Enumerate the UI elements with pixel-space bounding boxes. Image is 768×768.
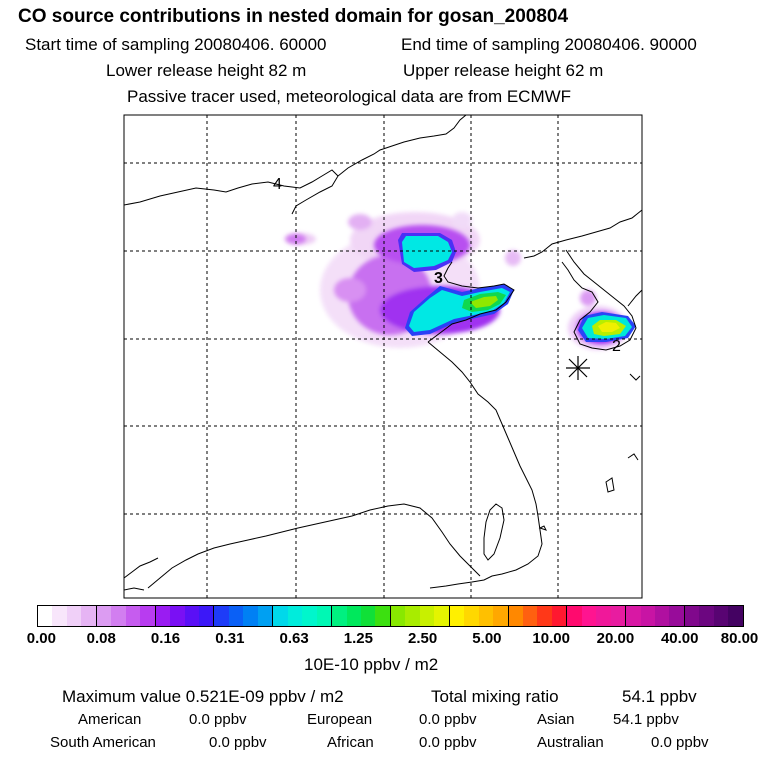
colorbar-tick-label: 0.31: [215, 630, 245, 647]
colorbar-unit-label: 10E-10 ppbv / m2: [304, 655, 439, 674]
map-frame: [123, 114, 643, 599]
colorbar-tick-label: 0.63: [279, 630, 309, 647]
colorbar-swatch: [581, 606, 597, 626]
colorbar-swatch: [66, 606, 82, 626]
total-mixing-ratio-label: Total mixing ratio: [431, 687, 559, 706]
region-australian-name: Australian: [537, 734, 604, 751]
region-label-2: 2: [612, 338, 621, 355]
lower-release-height: Lower release height 82 m: [106, 61, 307, 80]
lat-lon-grid: [124, 115, 642, 598]
colorbar-swatch: [228, 606, 244, 626]
colorbar-swatch: [596, 606, 611, 626]
receptor-marker-icon: [566, 356, 590, 380]
upper-release-height: Upper release height 62 m: [403, 61, 604, 80]
colorbar-swatch: [390, 606, 406, 626]
colorbar-swatch: [96, 606, 112, 626]
colorbar-swatch: [610, 606, 627, 626]
region-african-value: 0.0 ppbv: [419, 734, 477, 751]
colorbar-swatch: [626, 606, 641, 626]
colorbar-swatch: [699, 606, 714, 626]
colorbar-swatch: [198, 606, 215, 626]
colorbar-swatch: [449, 606, 465, 626]
colorbar-swatch: [567, 606, 582, 626]
region-label-4: 4: [273, 176, 282, 193]
region-australian-value: 0.0 ppbv: [651, 734, 709, 751]
coastlines: [124, 115, 642, 591]
region-south-american-name: South American: [50, 734, 156, 751]
colorbar-swatch: [273, 606, 288, 626]
colorbar-swatch: [111, 606, 126, 626]
end-time-label: End time of sampling 20080406. 90000: [401, 35, 697, 54]
colorbar-swatch: [713, 606, 729, 626]
colorbar-swatch: [360, 606, 376, 626]
colorbar-swatch: [493, 606, 509, 626]
colorbar-ticks: 0.00 0.08 0.16 0.31 0.63 1.25 2.50 5.00 10.00 20.…: [0, 630, 768, 650]
colorbar-tick-label: 0.00: [26, 630, 56, 647]
colorbar-swatch: [346, 606, 361, 626]
colorbar-tick-label: 1.25: [343, 630, 373, 647]
colorbar-swatch: [257, 606, 274, 626]
start-time-label: Start time of sampling 20080406. 60000: [25, 35, 327, 54]
max-value-label: Maximum value 0.521E-09 ppbv / m2: [62, 687, 344, 706]
region-south-american-value: 0.0 ppbv: [209, 734, 267, 751]
colorbar-swatch: [728, 606, 743, 626]
colorbar-swatch: [522, 606, 538, 626]
colorbar-swatch: [214, 606, 229, 626]
region-american-name: American: [78, 711, 142, 728]
colorbar-swatch: [464, 606, 479, 626]
plot-title: CO source contributions in nested domain…: [18, 6, 569, 27]
region-european-value: 0.0 ppbv: [419, 711, 477, 728]
colorbar-swatch: [170, 606, 185, 626]
colorbar-swatch: [434, 606, 450, 626]
colorbar-swatch: [419, 606, 435, 626]
colorbar-tick-label: 0.16: [150, 630, 181, 647]
colorbar-tick-label: 40.00: [660, 630, 699, 647]
colorbar-tick-label: 80.00: [720, 630, 759, 647]
colorbar-swatch: [332, 606, 347, 626]
colorbar-tick-label: 2.50: [408, 630, 438, 647]
colorbar-swatch: [640, 606, 656, 626]
colorbar-swatch: [287, 606, 303, 626]
colorbar-swatch: [655, 606, 670, 626]
colorbar-tick-label: 10.00: [532, 630, 570, 647]
region-asian-name: Asian: [537, 711, 575, 728]
region-african-name: African: [327, 734, 374, 751]
region-label-3: 3: [434, 270, 443, 287]
colorbar-swatch: [184, 606, 199, 626]
colorbar-swatch: [38, 606, 53, 626]
colorbar-tick-label: 5.00: [472, 630, 502, 647]
region-european-name: European: [307, 711, 373, 728]
colorbar-swatch: [302, 606, 317, 626]
colorbar-swatch: [155, 606, 171, 626]
region-asian-value: 54.1 ppbv: [613, 711, 679, 728]
colorbar-swatch: [125, 606, 141, 626]
colorbar-swatch: [316, 606, 333, 626]
colorbar: [37, 605, 744, 627]
map-area: [124, 115, 642, 598]
colorbar-swatch: [478, 606, 494, 626]
colorbar-tick-label: 20.00: [596, 630, 635, 647]
colorbar-swatch: [81, 606, 97, 626]
region-american-value: 0.0 ppbv: [189, 711, 247, 728]
colorbar-swatch: [375, 606, 391, 626]
total-mixing-ratio-value: 54.1 ppbv: [622, 687, 697, 706]
colorbar-swatch: [52, 606, 67, 626]
colorbar-swatch: [243, 606, 258, 626]
colorbar-swatch: [508, 606, 523, 626]
concentration-map: 4 3 2: [123, 114, 643, 599]
concentration-plume: [284, 212, 636, 350]
colorbar-swatch: [140, 606, 156, 626]
colorbar-swatch: [405, 606, 420, 626]
colorbar-swatch: [669, 606, 685, 626]
colorbar-swatch: [684, 606, 700, 626]
colorbar-swatch: [551, 606, 568, 626]
colorbar-tick-label: 0.08: [86, 630, 116, 647]
colorbar-swatch: [537, 606, 552, 626]
tracer-note: Passive tracer used, meteorological data…: [127, 87, 572, 106]
